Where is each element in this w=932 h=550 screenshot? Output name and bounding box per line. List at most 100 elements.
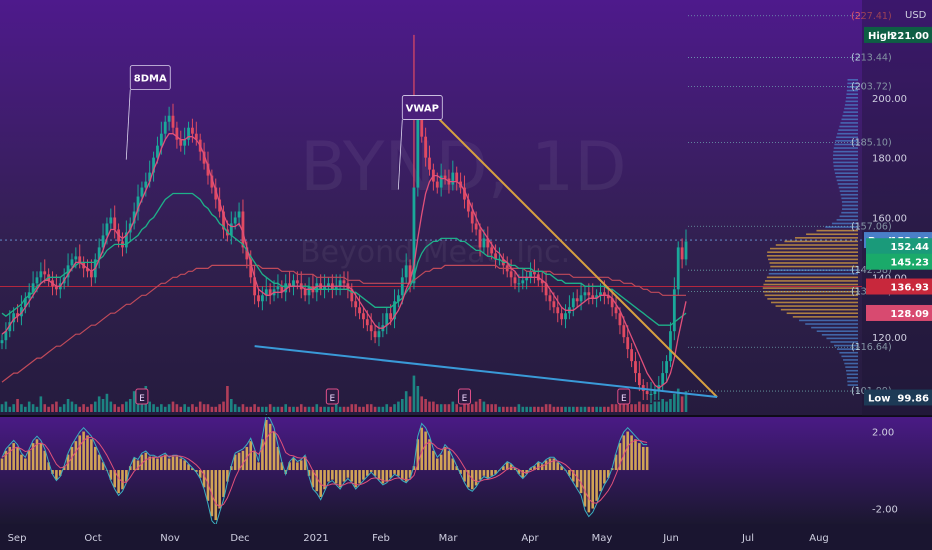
volume-profile-bar <box>847 82 858 85</box>
price-tag[interactable] <box>866 304 932 321</box>
volume-bar <box>4 401 8 412</box>
trendlines[interactable] <box>254 97 718 399</box>
candle-body <box>661 373 665 386</box>
earnings-marker[interactable] <box>457 388 471 405</box>
macd-histogram-bar <box>179 458 183 471</box>
annotation-callouts[interactable]: 8DMA VWAP <box>125 65 443 190</box>
earnings-marker[interactable] <box>617 388 631 405</box>
macd-histogram-bar <box>603 470 606 484</box>
macd-histogram-bar <box>125 470 128 482</box>
level-label: (142.38) <box>851 265 892 276</box>
macd-histogram-bar <box>490 470 493 476</box>
macd-histogram-bar <box>416 439 420 471</box>
volume-bar <box>272 406 276 412</box>
volume-profile-bar <box>830 341 858 343</box>
volume-profile <box>762 79 858 386</box>
level-label: (203.72) <box>851 82 892 93</box>
volume-profile-bar <box>837 183 858 185</box>
macd-histogram-bar <box>12 443 15 471</box>
volume-bar <box>237 406 241 412</box>
macd-histogram-bar <box>241 450 245 471</box>
volume-profile-bar <box>769 269 858 271</box>
volume-profile-bar <box>794 237 858 239</box>
candlesticks <box>0 34 688 404</box>
macd-histogram-bar <box>591 470 595 509</box>
callout-box[interactable] <box>401 95 443 120</box>
candle-body <box>474 223 478 230</box>
volume-bar <box>416 386 420 412</box>
volume-bar <box>579 406 583 412</box>
volume-bar <box>606 406 610 412</box>
macd-histogram-bar <box>175 456 179 471</box>
price-tag[interactable] <box>864 389 932 406</box>
volume-bar <box>117 406 120 412</box>
volume-bar <box>404 391 408 412</box>
macd-histogram-bar <box>249 441 253 471</box>
candle-body <box>482 238 486 248</box>
macd-histogram-bar <box>43 450 47 471</box>
candle-body <box>144 181 148 188</box>
price-tag[interactable] <box>866 238 932 255</box>
volume-profile-bar <box>844 107 858 110</box>
candle-body <box>540 280 544 284</box>
volume-bar <box>669 399 672 412</box>
earnings-marker[interactable] <box>135 388 149 405</box>
time-axis[interactable]: Sep Oct Nov Dec 2021 Feb Mar Apr May Jun Jul Aug <box>0 524 932 550</box>
candle-body <box>665 361 668 374</box>
price-tag[interactable] <box>864 26 932 43</box>
macd-histogram-bar <box>463 470 466 482</box>
trendline[interactable] <box>254 345 718 399</box>
candle-body <box>548 295 552 302</box>
price-tag[interactable] <box>866 278 932 295</box>
volume-bar <box>62 404 66 412</box>
volume-bar <box>665 401 668 412</box>
volume-bar <box>661 399 664 412</box>
volume-bar <box>82 404 85 412</box>
macd-line <box>1 413 648 527</box>
macd-histogram-bar <box>280 462 284 471</box>
callout-box[interactable] <box>129 65 171 91</box>
earnings-marker[interactable] <box>325 388 339 405</box>
candle-body <box>191 127 194 134</box>
price-tag[interactable] <box>866 253 932 270</box>
candle-body <box>303 289 307 296</box>
volume-profile-bar <box>833 158 858 160</box>
price-axis[interactable]: 120.00140.00160.00180.00200.00221.00High… <box>862 0 932 416</box>
volume-bar <box>459 406 462 412</box>
volume-bar <box>470 404 474 412</box>
volume-bar <box>614 404 618 412</box>
volume-bar <box>537 406 540 412</box>
candle-body <box>626 337 630 350</box>
price-tick-label: 180.00 <box>872 154 907 165</box>
candle-body <box>645 391 649 395</box>
macd-histogram-bar <box>397 470 400 476</box>
callout-text: VWAP <box>406 104 439 115</box>
time-tick-label: Jun <box>662 533 679 544</box>
macd-histogram-bar <box>575 470 579 488</box>
volume-bar <box>261 406 264 412</box>
volume-profile-bar <box>825 226 858 228</box>
candle-body <box>280 286 284 293</box>
volume-profile-bar <box>840 122 858 124</box>
trendline[interactable] <box>417 97 718 398</box>
macd-histogram-bar <box>195 470 198 472</box>
signal-line <box>1 430 648 507</box>
volume-bar <box>389 406 392 412</box>
macd-histogram-bar <box>385 470 389 482</box>
volume-bar <box>564 406 567 412</box>
macd-histogram-bar <box>443 446 447 471</box>
macd-histogram-bar <box>533 466 536 471</box>
volume-bar <box>307 406 311 412</box>
volume-profile-bar <box>834 143 858 146</box>
volume-bar <box>152 404 155 412</box>
volume-bar <box>78 406 82 412</box>
volume-bar <box>113 404 117 412</box>
fib-levels: (227.41) (213.44) (203.72) (185.10) (157.06)… <box>0 11 892 397</box>
volume-bar <box>490 404 493 412</box>
volume-profile-bar <box>842 204 858 207</box>
candle-body <box>669 331 672 362</box>
volume-profile-bar <box>775 244 858 246</box>
volume-bar <box>626 401 630 412</box>
